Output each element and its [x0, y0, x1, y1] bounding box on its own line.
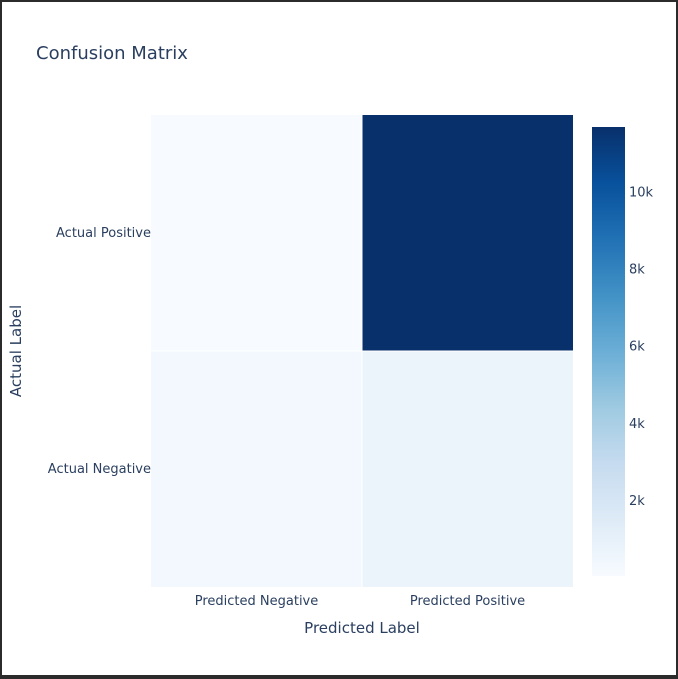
chart-title: Confusion Matrix	[36, 43, 188, 64]
colorbar-tick-label: 6k	[629, 340, 645, 355]
y-tick-label: Actual Negative	[48, 462, 151, 477]
x-tick-label: Predicted Negative	[195, 594, 319, 609]
x-axis-title: Predicted Label	[304, 619, 420, 637]
colorbar-tick-label: 10k	[629, 186, 654, 201]
colorbar-tick-label: 4k	[629, 417, 645, 432]
heatmap-cell-r1-c1	[362, 351, 573, 587]
colorbar-tick-label: 2k	[629, 494, 645, 509]
heatmap-cell-r0-c0	[151, 115, 362, 351]
heatmap-cells	[151, 115, 573, 587]
x-tick-label: Predicted Positive	[410, 594, 525, 609]
colorbar-tick-labels: 2k 4k 6k 8k 10k	[629, 186, 654, 509]
colorbar	[592, 127, 625, 576]
heatmap-cell-r0-c1	[362, 115, 573, 351]
y-tick-label: Actual Positive	[56, 226, 151, 241]
y-tick-labels: Actual Positive Actual Negative	[48, 226, 151, 477]
y-axis-title: Actual Label	[7, 305, 25, 397]
x-tick-labels: Predicted Negative Predicted Positive	[195, 594, 525, 609]
heatmap-cell-r1-c0	[151, 351, 362, 587]
colorbar-tick-label: 8k	[629, 263, 645, 278]
